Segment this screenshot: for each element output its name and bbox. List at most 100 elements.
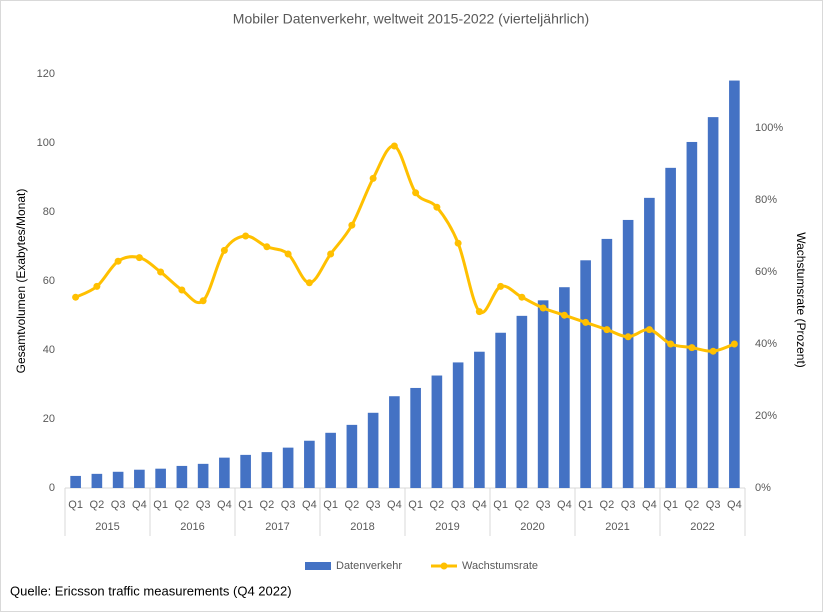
bar [410, 387, 421, 488]
x-tick-label: Q1 [493, 499, 508, 511]
x-tick-label: Q1 [238, 499, 253, 511]
bar [155, 468, 166, 488]
line-marker [327, 250, 335, 258]
line-marker [475, 308, 483, 316]
x-tick-label: Q2 [430, 499, 445, 511]
x-tick-label: Q2 [600, 499, 615, 511]
x-tick-label: Q2 [515, 499, 530, 511]
bar [240, 454, 251, 488]
x-tick-label: Q4 [472, 499, 487, 511]
x-tick-label: Q3 [196, 499, 211, 511]
x-tick-label: Q3 [111, 499, 126, 511]
y2-axis-title: Wachstumsrate (Prozent) [794, 232, 808, 368]
x-tick-label: Q2 [345, 499, 360, 511]
line-marker [730, 340, 738, 348]
x-tick-label: Q1 [578, 499, 593, 511]
bar [516, 315, 528, 488]
legend-swatch [440, 562, 448, 570]
x-tick-label: Q2 [260, 499, 275, 511]
y2-tick-label: 60% [755, 266, 777, 278]
x-tick-label: Q1 [323, 499, 338, 511]
x-tick-label: Q1 [408, 499, 423, 511]
bar [601, 238, 613, 488]
line-marker [114, 257, 122, 265]
line-marker [135, 254, 143, 262]
line-marker [667, 340, 675, 348]
x-tick-label: Q3 [451, 499, 466, 511]
x-tick-label: Q2 [90, 499, 105, 511]
year-label: 2020 [520, 521, 544, 533]
line-marker [348, 221, 356, 229]
bar [622, 219, 634, 488]
bar [452, 362, 464, 488]
bar [325, 432, 336, 488]
bar [91, 473, 103, 488]
y2-tick-label: 100% [755, 122, 783, 134]
y-tick-label: 120 [37, 68, 55, 80]
year-label: 2021 [605, 521, 629, 533]
year-label: 2019 [435, 521, 459, 533]
year-label: 2022 [690, 521, 714, 533]
y-tick-label: 60 [43, 275, 55, 287]
bar [580, 260, 591, 488]
y-tick-label: 40 [43, 344, 55, 356]
bar [389, 396, 400, 488]
x-tick-label: Q2 [685, 499, 700, 511]
year-label: 2015 [95, 521, 119, 533]
x-tick-label: Q3 [536, 499, 551, 511]
y2-tick-label: 80% [755, 194, 777, 206]
x-tick-label: Q4 [132, 499, 147, 511]
line-marker [284, 250, 292, 258]
line-marker [709, 347, 717, 355]
line-marker [93, 282, 101, 290]
bar [707, 117, 719, 488]
y2-tick-label: 20% [755, 410, 777, 422]
bar [431, 375, 443, 488]
line-marker [178, 286, 186, 294]
x-tick-label: Q4 [217, 499, 232, 511]
x-tick-label: Q2 [175, 499, 190, 511]
line-marker [199, 297, 207, 305]
bar [474, 351, 485, 488]
bar [112, 471, 124, 488]
x-tick-label: Q1 [68, 499, 83, 511]
bar [197, 463, 209, 488]
bar [304, 440, 315, 488]
legend-label: Datenverkehr [336, 560, 402, 572]
x-tick-label: Q4 [727, 499, 742, 511]
bar [346, 424, 358, 488]
bar [559, 287, 570, 488]
x-tick-label: Q1 [153, 499, 168, 511]
x-tick-label: Q4 [387, 499, 402, 511]
line-marker [603, 326, 611, 334]
line-marker [688, 344, 696, 352]
line-marker [560, 311, 568, 319]
bar [134, 469, 145, 488]
line-marker [433, 203, 441, 211]
year-label: 2016 [180, 521, 204, 533]
y-tick-label: 100 [37, 137, 55, 149]
bar [282, 447, 294, 488]
line-marker [582, 318, 590, 326]
y-tick-label: 80 [43, 206, 55, 218]
bar [495, 332, 506, 488]
line-marker [305, 279, 313, 287]
y-axis-title: Gesamtvolumen (Exabytes/Monat) [14, 189, 28, 374]
bar [537, 300, 549, 488]
line-marker [390, 142, 398, 150]
x-tick-label: Q1 [663, 499, 678, 511]
line-marker [454, 239, 462, 247]
year-label: 2017 [265, 521, 289, 533]
x-tick-label: Q3 [706, 499, 721, 511]
line-marker [645, 326, 653, 334]
x-tick-label: Q3 [366, 499, 381, 511]
y-tick-label: 20 [43, 413, 55, 425]
bar [686, 141, 698, 488]
legend-label: Wachstumsrate [462, 560, 538, 572]
x-tick-label: Q4 [557, 499, 572, 511]
line-marker [220, 246, 228, 254]
line-marker [518, 293, 526, 301]
y-tick-label: 0 [49, 482, 55, 494]
line-marker [412, 189, 420, 197]
